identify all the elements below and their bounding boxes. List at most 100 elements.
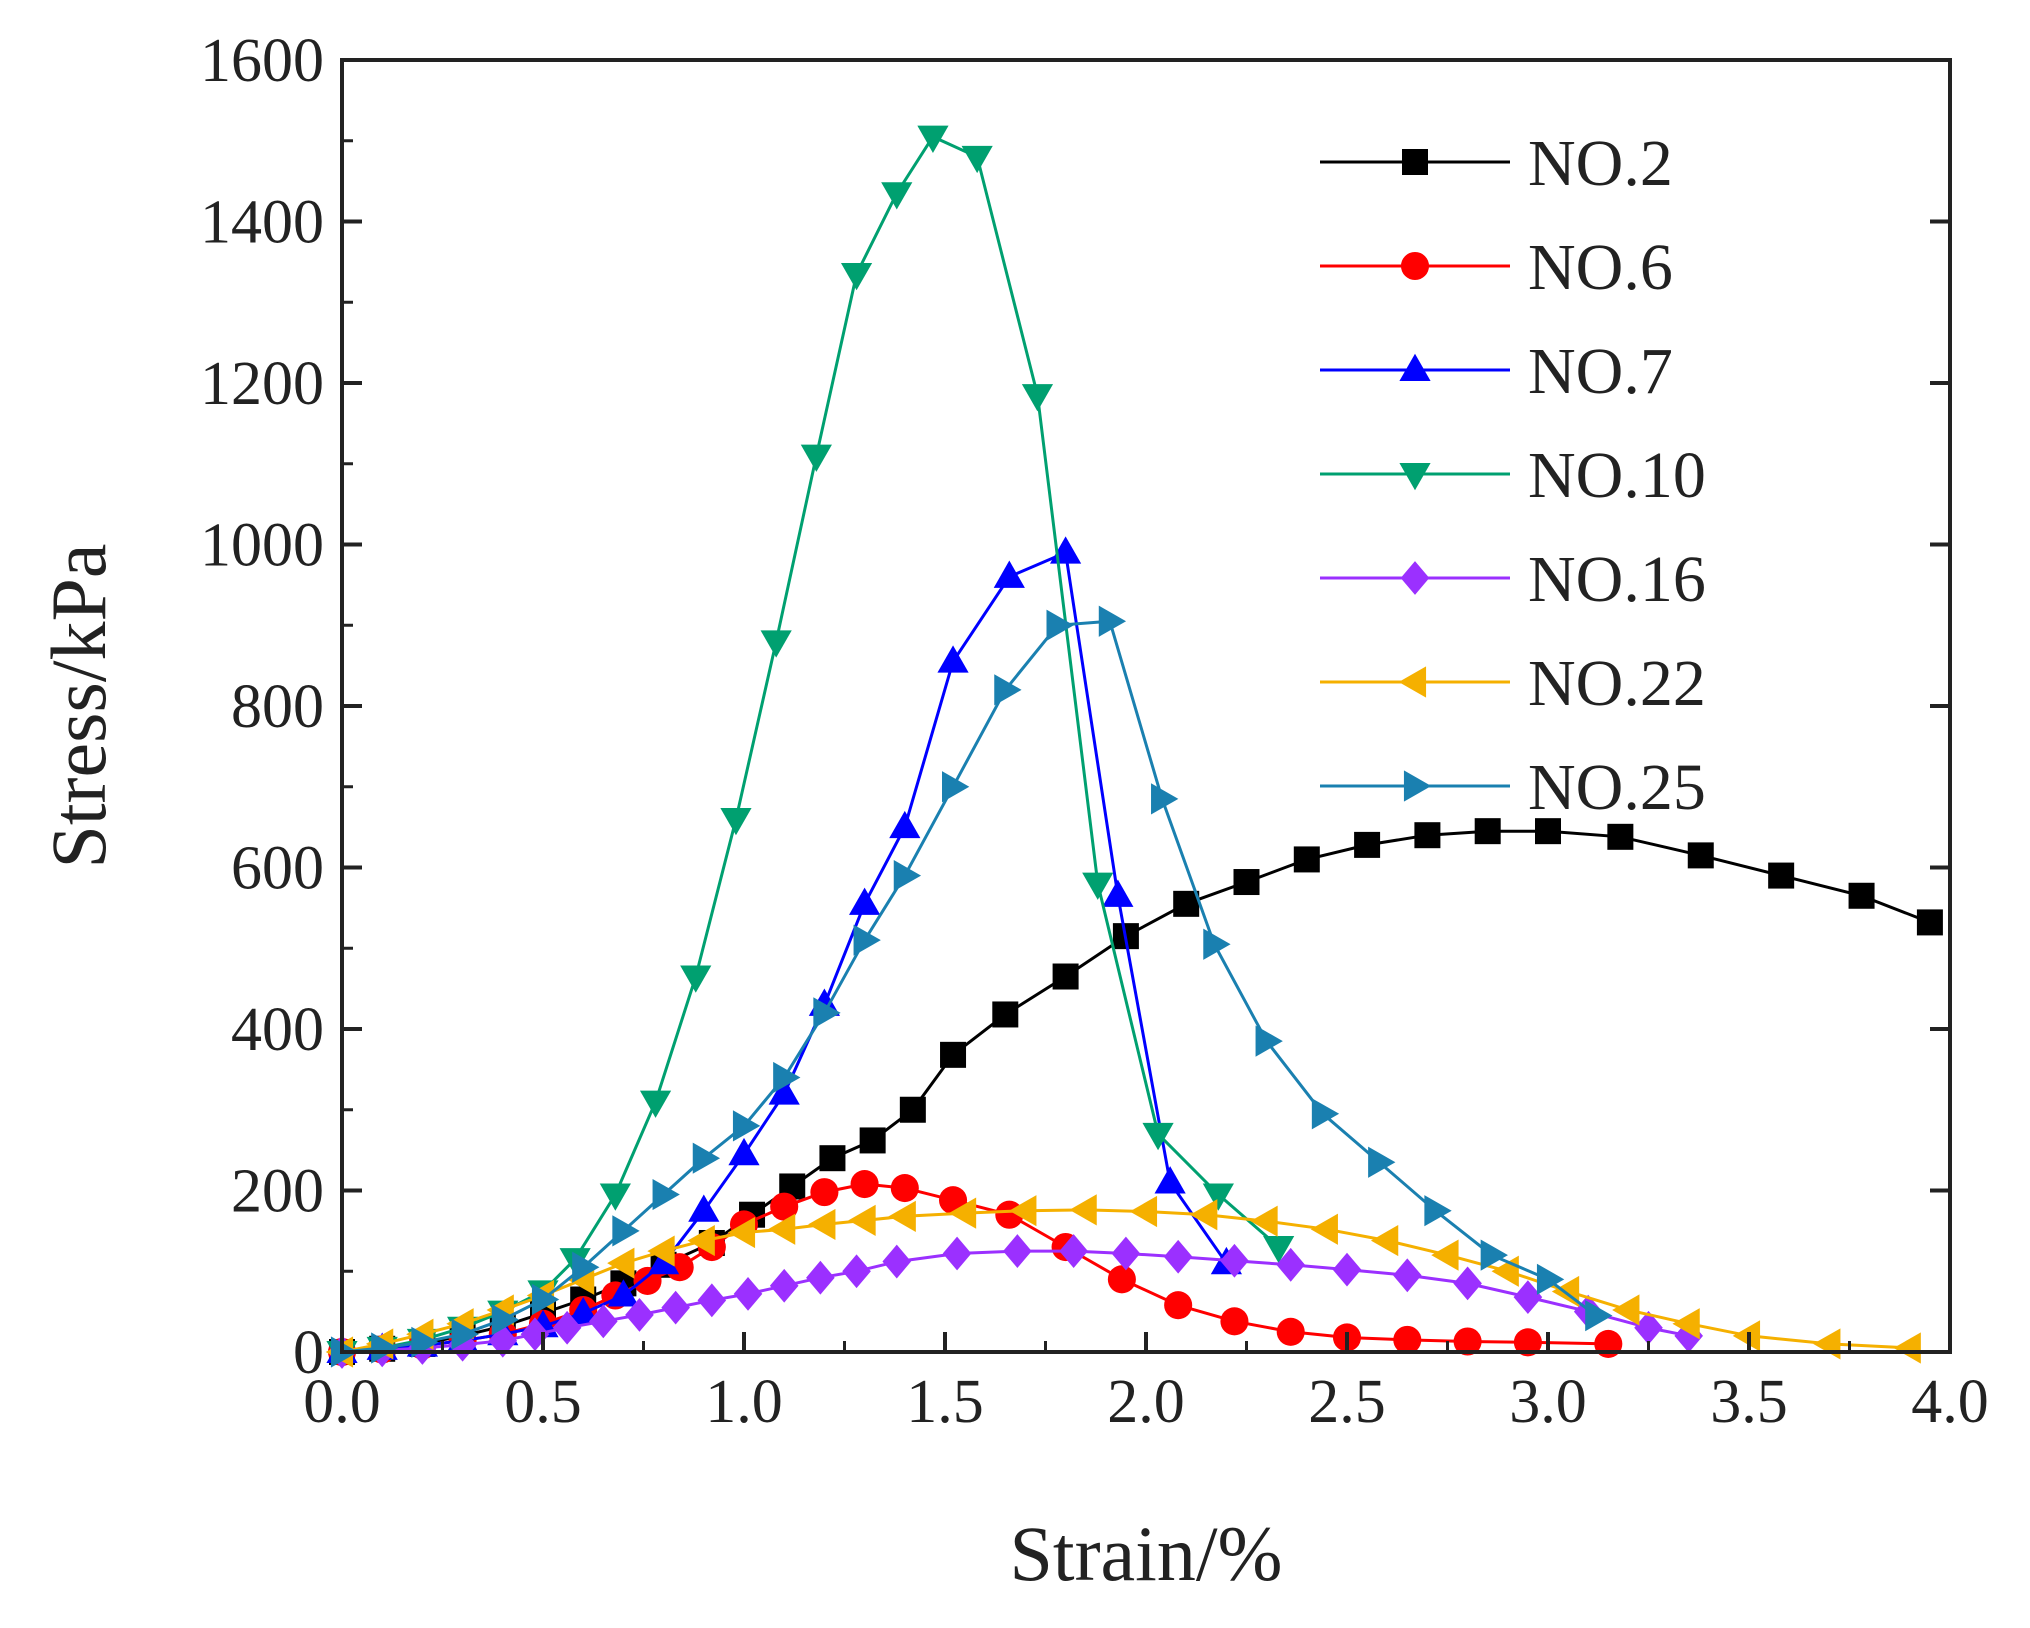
data-point-no-10 — [639, 1090, 672, 1118]
x-tick-label: 2.0 — [1107, 1368, 1185, 1436]
data-point-no-25 — [853, 924, 881, 956]
data-point-no-22 — [1370, 1224, 1399, 1257]
data-point-no-25 — [652, 1178, 680, 1211]
data-point-no-2 — [1293, 846, 1320, 873]
legend-entry-no-6: NO.6 — [1320, 231, 1673, 304]
series-layer — [325, 125, 1943, 1369]
legend: NO.2 NO.6 NO.7 NO.10 NO.16 NO.22 NO.25 — [1320, 127, 1706, 824]
data-point-no-22 — [1190, 1199, 1218, 1231]
legend-entry-no-16: NO.16 — [1320, 543, 1706, 616]
x-axis-title: Strain/% — [1010, 1510, 1283, 1597]
y-tick-label: 200 — [231, 1158, 324, 1226]
data-point-no-25 — [491, 1304, 520, 1336]
data-point-no-22 — [1813, 1328, 1841, 1360]
data-point-no-16 — [520, 1317, 550, 1352]
data-point-no-16 — [1163, 1239, 1193, 1274]
data-point-no-16 — [625, 1297, 654, 1332]
data-point-no-7 — [768, 1077, 800, 1105]
data-point-no-22 — [727, 1216, 756, 1249]
data-point-no-2 — [1474, 818, 1501, 845]
data-point-no-6 — [1220, 1307, 1249, 1336]
x-tick-label: 3.0 — [1509, 1368, 1587, 1436]
data-point-no-22 — [647, 1235, 675, 1267]
data-point-no-10 — [800, 444, 832, 472]
legend-label-no-7: NO.7 — [1528, 335, 1673, 408]
x-tick-label: 0.5 — [504, 1368, 582, 1436]
data-point-no-16 — [1332, 1252, 1362, 1287]
data-point-no-6 — [810, 1178, 839, 1207]
data-point-no-25 — [1046, 609, 1074, 641]
data-point-no-25 — [692, 1142, 721, 1174]
series-line-no-25 — [341, 619, 1598, 1354]
data-point-no-16 — [1003, 1234, 1032, 1268]
y-tick-label: 800 — [231, 673, 324, 741]
plot-area-frame — [340, 58, 1952, 1354]
y-tick-label: 0 — [293, 1319, 324, 1387]
data-point-no-25 — [371, 1332, 399, 1364]
data-point-no-6 — [1453, 1327, 1482, 1356]
data-point-no-2 — [1414, 822, 1441, 849]
data-point-no-22 — [1009, 1195, 1037, 1227]
data-point-no-2 — [819, 1145, 846, 1172]
series-no-10 — [326, 125, 1295, 1369]
series-no-25 — [330, 605, 1613, 1368]
data-point-no-6 — [1276, 1317, 1305, 1346]
data-point-no-2 — [1687, 842, 1714, 869]
data-point-no-22 — [687, 1224, 715, 1257]
data-point-no-22 — [1431, 1239, 1459, 1271]
data-point-no-10 — [1021, 384, 1054, 412]
data-point-no-7 — [1102, 879, 1134, 907]
data-point-no-6 — [850, 1170, 879, 1199]
legend-marker-no-7 — [1399, 353, 1431, 382]
legend-label-no-2: NO.2 — [1528, 127, 1673, 200]
legend-entry-no-7: NO.7 — [1320, 335, 1673, 408]
data-point-no-22 — [1129, 1195, 1158, 1228]
data-point-no-16 — [733, 1276, 763, 1311]
x-tick-label: 0.0 — [303, 1368, 381, 1436]
legend-label-no-25: NO.25 — [1528, 751, 1706, 824]
legend-label-no-16: NO.16 — [1528, 543, 1706, 616]
data-point-no-25 — [813, 997, 841, 1029]
data-point-no-7 — [567, 1296, 599, 1325]
data-point-no-25 — [1585, 1300, 1613, 1332]
data-point-no-25 — [572, 1251, 600, 1283]
data-point-no-10 — [720, 808, 752, 836]
data-point-no-16 — [1634, 1310, 1663, 1345]
data-point-no-25 — [531, 1283, 560, 1316]
data-point-no-22 — [1069, 1194, 1097, 1226]
data-point-no-7 — [937, 645, 969, 673]
data-point-no-16 — [1393, 1258, 1422, 1293]
data-point-no-2 — [1607, 823, 1634, 850]
legend-marker-no-22 — [1398, 666, 1427, 698]
data-point-no-2 — [1233, 869, 1260, 896]
data-point-no-16 — [1220, 1243, 1249, 1278]
data-point-no-10 — [680, 965, 712, 993]
legend-label-no-10: NO.10 — [1528, 439, 1706, 512]
data-point-no-22 — [1672, 1308, 1700, 1340]
series-line-no-10 — [341, 134, 1280, 1354]
data-point-no-16 — [1513, 1280, 1543, 1314]
data-point-no-16 — [769, 1268, 799, 1303]
data-point-no-7 — [728, 1137, 760, 1166]
data-point-no-2 — [940, 1041, 967, 1068]
data-point-no-6 — [1164, 1291, 1193, 1320]
legend-marker-no-6 — [1400, 251, 1430, 281]
legend-entry-no-10: NO.10 — [1320, 439, 1706, 512]
data-point-no-10 — [961, 145, 993, 174]
data-point-no-22 — [848, 1204, 876, 1236]
data-point-no-16 — [842, 1254, 871, 1289]
data-point-no-25 — [1480, 1239, 1508, 1271]
data-point-no-10 — [840, 262, 873, 291]
data-point-no-7 — [889, 810, 921, 839]
data-point-no-16 — [882, 1244, 912, 1279]
data-point-no-2 — [1848, 882, 1875, 909]
data-point-no-25 — [994, 674, 1022, 706]
x-tick-label: 3.5 — [1710, 1368, 1788, 1436]
data-point-no-25 — [451, 1318, 479, 1350]
data-point-no-10 — [1082, 872, 1114, 900]
data-point-no-16 — [697, 1283, 727, 1318]
data-point-no-25 — [1203, 928, 1231, 960]
data-point-no-2 — [1916, 909, 1943, 936]
y-tick-label: 1000 — [200, 512, 324, 580]
